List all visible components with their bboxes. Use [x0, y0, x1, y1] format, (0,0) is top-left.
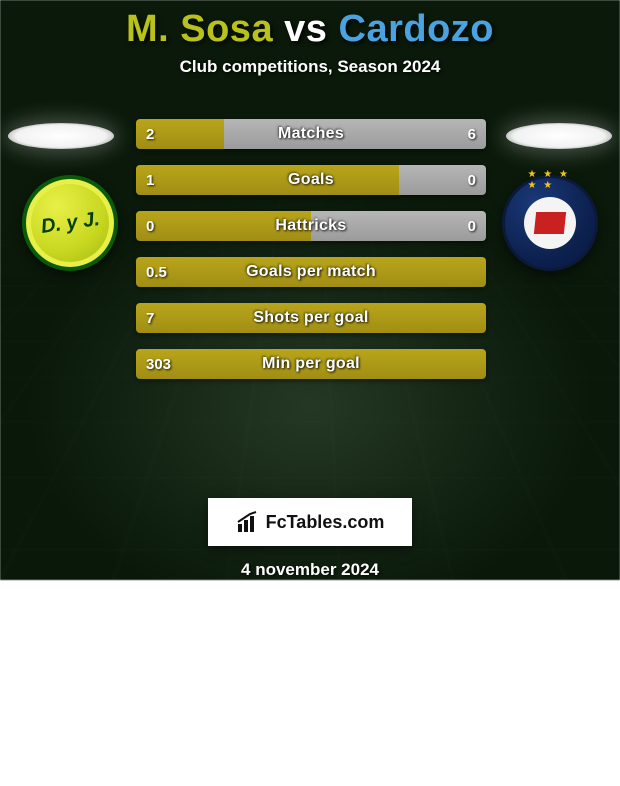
- stat-label: Goals: [136, 165, 486, 195]
- stat-value-left: 303: [136, 349, 181, 379]
- stat-label: Min per goal: [136, 349, 486, 379]
- site-badge: FcTables.com: [208, 498, 412, 546]
- stat-value-left: 0: [136, 211, 164, 241]
- stat-row: Hattricks0 0: [136, 211, 486, 241]
- page-title: M. Sosa vs Cardozo: [126, 8, 494, 51]
- comparison-card: M. Sosa vs Cardozo Club competitions, Se…: [0, 0, 620, 580]
- stat-value-left: 0.5: [136, 257, 177, 287]
- stat-value-right: 6: [458, 119, 486, 149]
- stat-bars: Matches26Goals10Hattricks00Goals per mat…: [136, 119, 486, 379]
- stat-row: Matches2 6: [136, 119, 486, 149]
- stat-value-left: 2: [136, 119, 164, 149]
- club-crest-right: ★ ★ ★ ★ ★: [502, 175, 598, 271]
- stat-value-right: 0: [458, 211, 486, 241]
- crest-pennant-icon: [534, 212, 566, 234]
- stat-label: Shots per goal: [136, 303, 486, 333]
- crest-right-inner: [524, 197, 576, 249]
- stat-label: Goals per match: [136, 257, 486, 287]
- stat-row: Goals1 0: [136, 165, 486, 195]
- site-name: FcTables.com: [266, 512, 385, 533]
- chart-icon: [236, 510, 260, 534]
- title-separator: vs: [284, 8, 327, 50]
- title-left-name: M. Sosa: [126, 8, 273, 50]
- stat-row: Goals per match0.5: [136, 257, 486, 287]
- stat-row: Shots per goal7: [136, 303, 486, 333]
- stat-value-left: 1: [136, 165, 164, 195]
- spotlight-right: [506, 123, 612, 149]
- stat-label: Matches: [136, 119, 486, 149]
- snapshot-date: 4 november 2024: [241, 560, 379, 580]
- club-crest-left: D. y J.: [22, 175, 118, 271]
- subtitle: Club competitions, Season 2024: [180, 57, 441, 77]
- stat-value-left: 7: [136, 303, 164, 333]
- title-right-name: Cardozo: [339, 8, 495, 50]
- stat-label: Hattricks: [136, 211, 486, 241]
- stat-row: Min per goal303: [136, 349, 486, 379]
- spotlight-left: [8, 123, 114, 149]
- stat-value-right: 0: [458, 165, 486, 195]
- crest-stars-icon: ★ ★ ★ ★ ★: [528, 169, 573, 191]
- comparison-stage: D. y J. ★ ★ ★ ★ ★ Matches26Goals10Hattri…: [0, 103, 620, 198]
- crest-left-text: D. y J.: [39, 208, 101, 239]
